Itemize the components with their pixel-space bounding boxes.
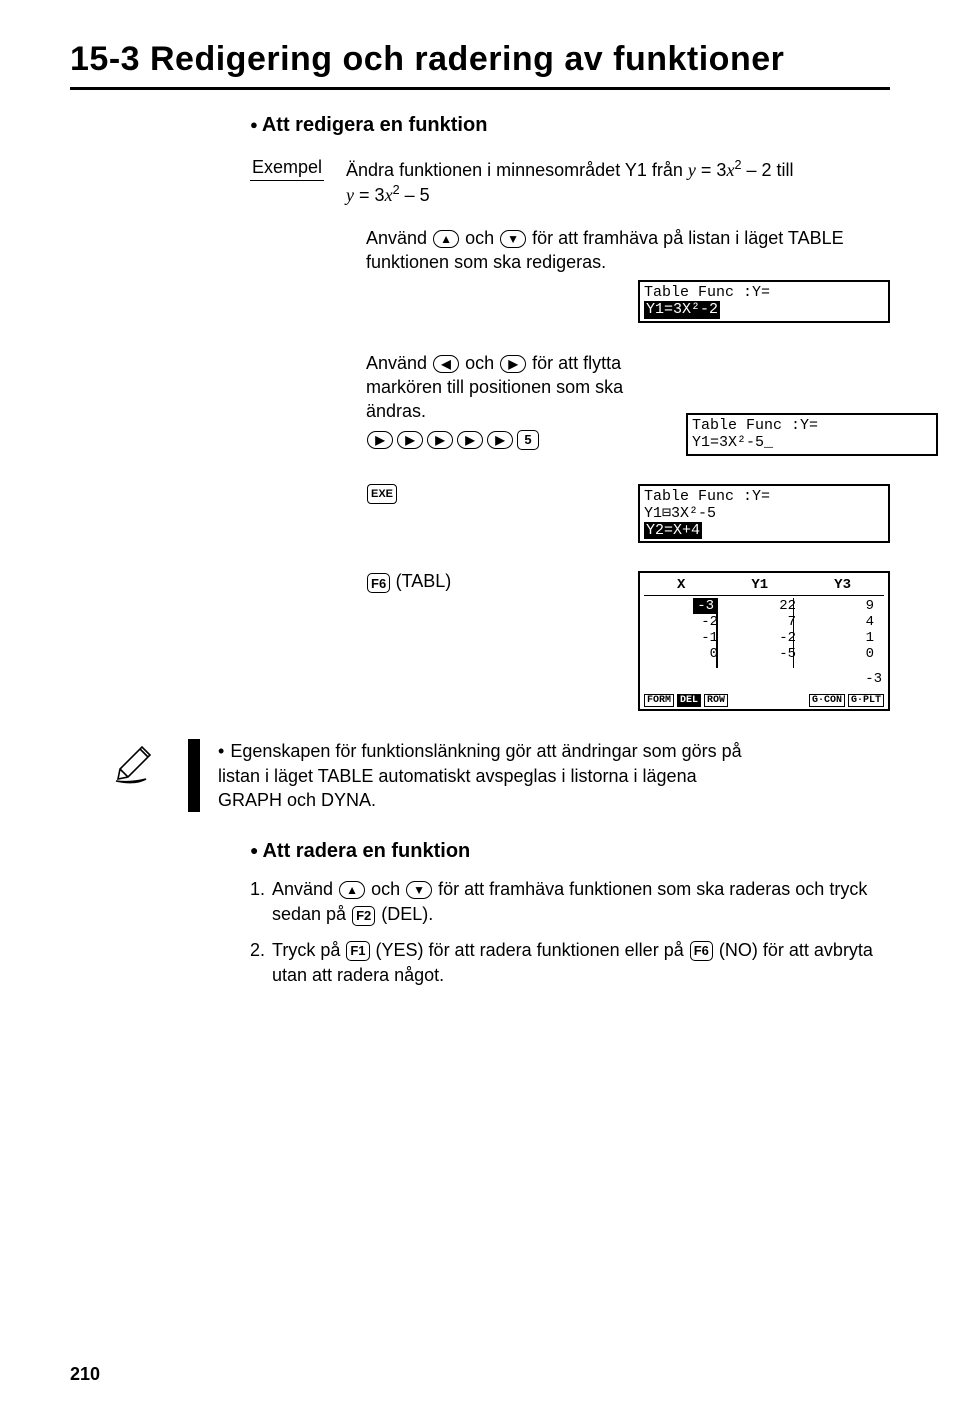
fk-gcon: G·CON <box>809 694 845 707</box>
fk-gplt: G·PLT <box>848 694 884 707</box>
example-block: Exempel Ändra funktionen i minnesområdet… <box>250 157 890 208</box>
bullet-icon <box>250 114 262 136</box>
screen-3: Table Func :Y= Y1⊟3X²-5 Y2=X+4 <box>638 484 890 544</box>
screen3-l1: Table Func :Y= <box>644 488 884 505</box>
p1a: Använd <box>366 228 432 248</box>
section-edit-title: Att redigera en funktion <box>250 114 890 137</box>
key-f2-label: (DEL). <box>381 904 433 924</box>
cell: 1 <box>806 630 874 646</box>
cell: 0 <box>806 646 874 662</box>
key-f2: F2 <box>352 906 375 926</box>
screen3-l2: Y1⊟3X²-5 <box>644 505 884 522</box>
cell: -2 <box>728 630 796 646</box>
screen3-l3: Y2=X+4 <box>644 522 702 539</box>
page-number: 210 <box>70 1364 100 1385</box>
right-key: ▶ <box>500 355 526 373</box>
fk-form: FORM <box>644 694 674 707</box>
th-x: X <box>677 577 685 593</box>
key-f1-label: (YES) för att radera funktionen eller på <box>376 940 689 960</box>
p2a: Använd <box>366 353 432 373</box>
screen2-l1: Table Func :Y= <box>692 417 932 434</box>
pencil-text: Egenskapen för funktionslänkning gör att… <box>218 739 758 812</box>
screen1-l2: Y1=3X²-2 <box>644 301 720 318</box>
cell: -2 <box>650 614 718 630</box>
key-f6-label: (TABL) <box>396 571 452 591</box>
example-text-a: Ändra funktionen i minnesområdet Y1 från <box>346 160 688 180</box>
p2b: och <box>465 353 499 373</box>
note-block: Egenskapen för funktionslänkning gör att… <box>110 739 890 812</box>
table-screen: X Y1 Y3 -3 -2 -1 0 22 7 <box>638 571 890 711</box>
cell: 9 <box>806 598 874 614</box>
down-key-2: ▼ <box>406 881 432 899</box>
fk-del: DEL <box>677 694 701 707</box>
cell: 22 <box>728 598 796 614</box>
section-delete-title: Att radera en funktion <box>250 840 890 863</box>
up-key-2: ▲ <box>339 881 365 899</box>
example-text-b: till <box>771 160 793 180</box>
eq-to: y <box>346 185 354 205</box>
s1a: Använd <box>272 879 338 899</box>
cell: -1 <box>650 630 718 646</box>
cell: -5 <box>728 646 796 662</box>
up-key: ▲ <box>433 230 459 248</box>
section2-text: Att radera en funktion <box>262 840 470 862</box>
section1-text: Att redigera en funktion <box>262 114 488 136</box>
right-key-3: ▶ <box>397 431 423 449</box>
step-1: Använd ▲ och ▼ för att framhäva funktion… <box>250 877 890 927</box>
th-y1: Y1 <box>751 577 768 593</box>
th-y3: Y3 <box>834 577 851 593</box>
screen1-l1: Table Func :Y= <box>644 284 884 301</box>
instruction-2: Använd ◀ och ▶ för att flytta markören t… <box>366 351 686 424</box>
screen-1: Table Func :Y= Y1=3X²-2 <box>638 280 890 323</box>
cell: -3 <box>693 598 718 614</box>
fk-row: ROW <box>704 694 728 707</box>
right-key-2: ▶ <box>367 431 393 449</box>
key-f6-b: F6 <box>690 941 713 961</box>
title-rule <box>70 87 890 90</box>
screen-2: Table Func :Y= Y1=3X²-5_ <box>686 413 938 456</box>
s2a: Tryck på <box>272 940 345 960</box>
page-title: 15-3 Redigering och radering av funktion… <box>70 40 890 79</box>
cell: 7 <box>728 614 796 630</box>
left-key: ◀ <box>433 355 459 373</box>
screen2-l2: Y1=3X²-5_ <box>692 434 932 451</box>
key-5: 5 <box>517 430 539 450</box>
instruction-1: Använd ▲ och ▼ för att framhäva på lista… <box>366 226 890 275</box>
key-exe: EXE <box>367 484 397 504</box>
cell: 4 <box>806 614 874 630</box>
pencil-icon <box>110 739 158 787</box>
right-key-5: ▶ <box>457 431 483 449</box>
key-f1: F1 <box>346 941 369 961</box>
step-2: Tryck på F1 (YES) för att radera funktio… <box>250 938 890 988</box>
corner-val: -3 <box>865 671 882 687</box>
example-body: Ändra funktionen i minnesområdet Y1 från… <box>346 157 793 208</box>
down-key: ▼ <box>500 230 526 248</box>
key-f6: F6 <box>367 573 390 593</box>
cell: 0 <box>650 646 718 662</box>
right-key-6: ▶ <box>487 431 513 449</box>
eq-from: y <box>688 160 696 180</box>
s1b: och <box>371 879 405 899</box>
bullet-icon-2 <box>250 840 262 862</box>
p1b: och <box>465 228 499 248</box>
example-label: Exempel <box>250 157 324 181</box>
right-key-4: ▶ <box>427 431 453 449</box>
